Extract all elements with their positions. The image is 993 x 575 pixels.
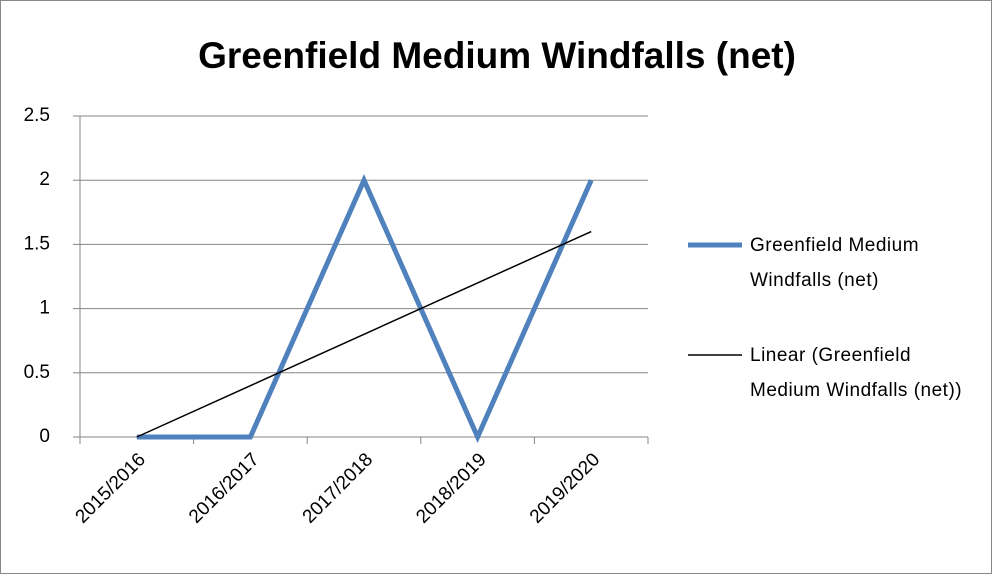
y-tick-label: 0.5: [24, 362, 50, 383]
chart-title: Greenfield Medium Windfalls (net): [198, 35, 796, 76]
y-tick-label: 1.5: [24, 233, 50, 254]
trend-line: [136, 230, 592, 438]
y-tick-label: 1: [39, 298, 50, 319]
y-tick-label: 2: [39, 169, 50, 190]
y-tick-label: 0: [39, 426, 50, 447]
data-line: [136, 174, 594, 444]
legend-label: Linear (Greenfield Medium Windfalls (net…: [750, 345, 963, 401]
legend-label: Greenfield Medium Windfalls (net): [750, 235, 920, 291]
y-tick-label: 2.5: [24, 105, 50, 126]
